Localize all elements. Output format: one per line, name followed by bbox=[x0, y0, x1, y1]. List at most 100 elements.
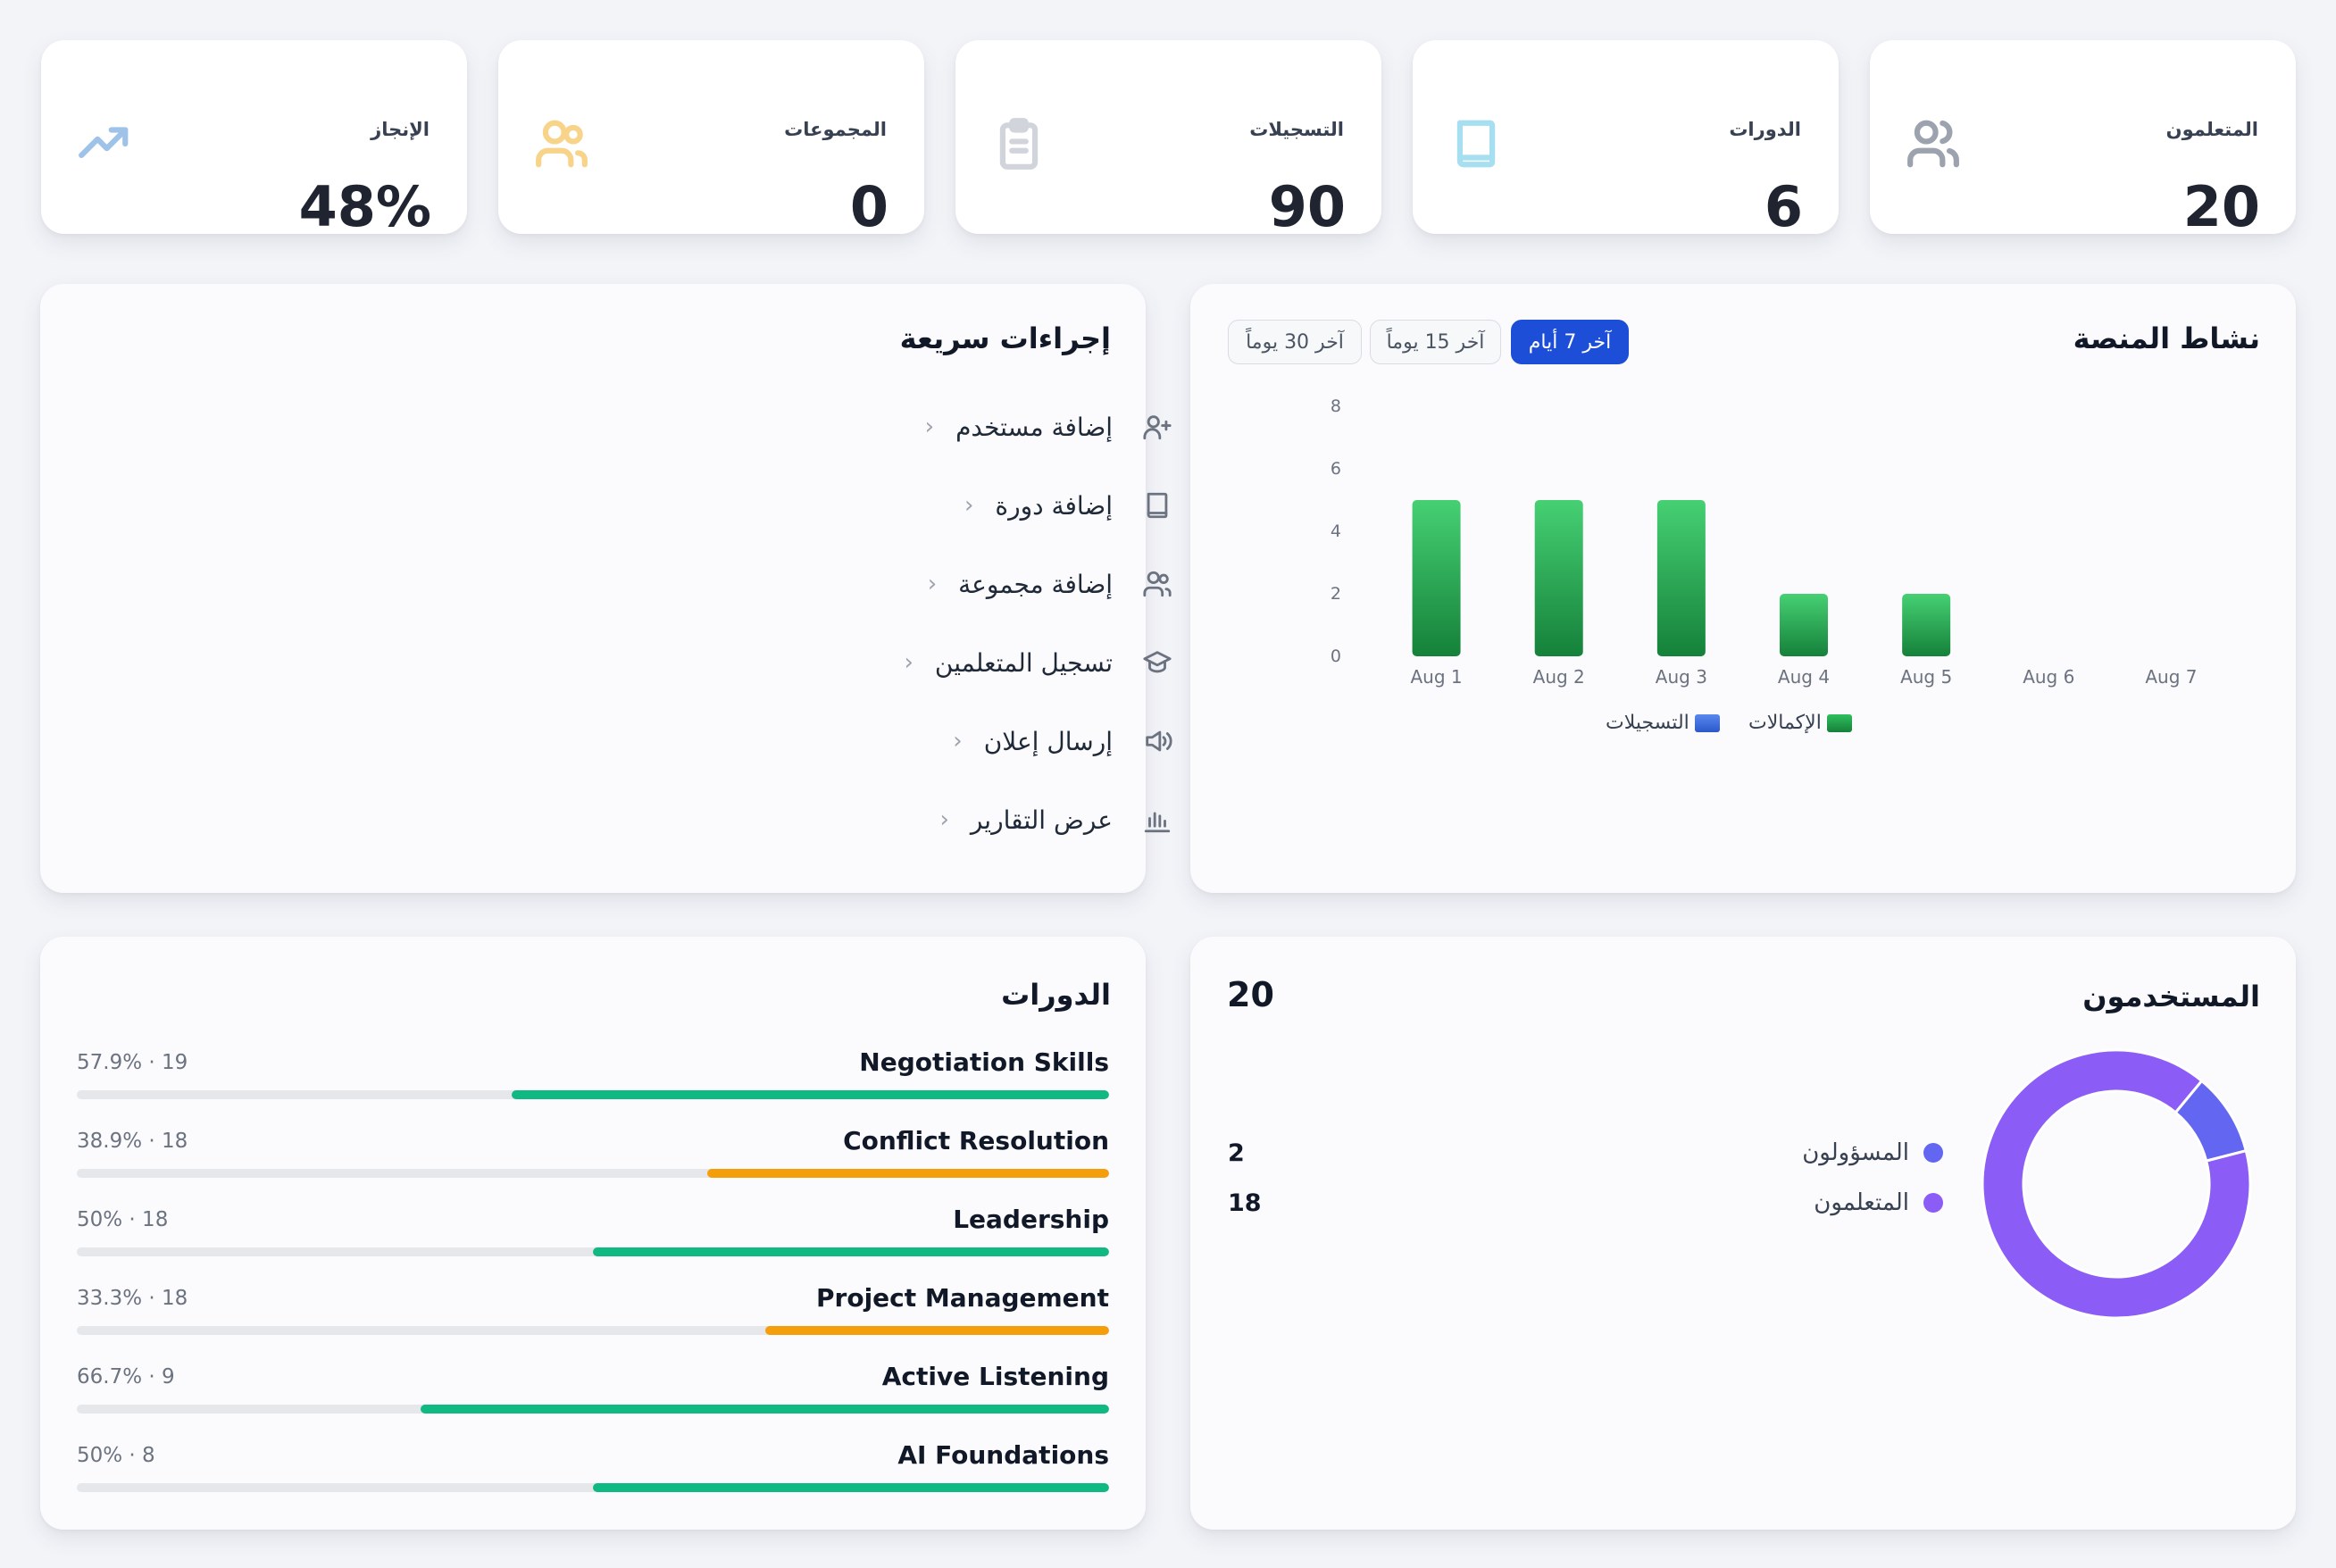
course-row[interactable]: Project Management 33.3% · 18 bbox=[77, 1283, 1109, 1355]
quick-action-label: تسجيل المتعلمين bbox=[934, 647, 1113, 678]
stat-label: المجموعات bbox=[784, 119, 887, 140]
y-tick-label: 4 bbox=[1331, 521, 1341, 541]
course-name: Conflict Resolution bbox=[843, 1126, 1109, 1155]
quick-action-add-group[interactable]: إضافة مجموعة ‹ bbox=[928, 557, 1175, 611]
activity-title: نشاط المنصة bbox=[2073, 321, 2260, 355]
donut-segment[interactable] bbox=[1981, 1048, 2252, 1320]
x-tick-label: Aug 6 bbox=[2023, 666, 2074, 688]
chevron-left-icon: ‹ bbox=[924, 413, 935, 440]
stat-card-courses: الدورات 6 bbox=[1413, 40, 1839, 239]
course-row[interactable]: Active Listening 66.7% · 9 bbox=[77, 1362, 1109, 1433]
course-meta: 57.9% · 19 bbox=[77, 1051, 188, 1074]
quick-actions-title: إجراءات سريعة bbox=[899, 321, 1111, 355]
stat-value: 0 bbox=[849, 174, 889, 239]
course-meta: 50% · 18 bbox=[77, 1208, 169, 1231]
chevron-left-icon: ‹ bbox=[964, 492, 974, 519]
progress-fill bbox=[593, 1247, 1109, 1256]
stat-card-completion: الإنجاز 48% bbox=[41, 40, 467, 239]
users-total: 20 bbox=[1227, 975, 1274, 1014]
quick-action-label: إضافة مستخدم bbox=[955, 412, 1113, 442]
quick-action-add-user[interactable]: إضافة مستخدم ‹ bbox=[925, 400, 1175, 454]
bar-completions[interactable] bbox=[1412, 500, 1461, 656]
progress-fill bbox=[593, 1483, 1109, 1492]
course-meta: 66.7% · 9 bbox=[77, 1365, 175, 1389]
course-meta: 33.3% · 18 bbox=[77, 1287, 188, 1310]
chevron-left-icon: ‹ bbox=[939, 806, 949, 833]
trending-up-icon bbox=[77, 116, 132, 171]
y-tick-label: 2 bbox=[1331, 584, 1341, 604]
chevron-left-icon: ‹ bbox=[953, 728, 963, 755]
chevron-left-icon: ‹ bbox=[904, 649, 914, 676]
legend-completions: الإكمالات bbox=[1748, 712, 1852, 734]
quick-actions-card bbox=[40, 284, 1146, 893]
users-icon bbox=[1906, 116, 1961, 171]
users-count-admins: 2 bbox=[1228, 1139, 1245, 1167]
stat-label: التسجيلات bbox=[1249, 119, 1344, 140]
course-row[interactable]: Leadership 50% · 18 bbox=[77, 1205, 1109, 1276]
course-row[interactable]: Conflict Resolution 38.9% · 18 bbox=[77, 1126, 1109, 1197]
progress-track bbox=[77, 1247, 1109, 1256]
activity-card bbox=[1190, 284, 2296, 893]
course-name: Active Listening bbox=[881, 1362, 1109, 1391]
legend-label: المتعلمون bbox=[1814, 1189, 1909, 1216]
course-row[interactable]: AI Foundations 50% · 8 bbox=[77, 1440, 1109, 1512]
stat-value: 90 bbox=[1268, 174, 1346, 239]
bar-completions[interactable] bbox=[1902, 594, 1951, 656]
range-30-days-button[interactable]: آخر 30 يوماً bbox=[1228, 320, 1362, 364]
course-name: Negotiation Skills bbox=[859, 1047, 1109, 1077]
bar-completions[interactable] bbox=[1534, 500, 1583, 656]
courses-card bbox=[40, 937, 1146, 1530]
users-legend-learners: المتعلمون bbox=[1814, 1189, 1943, 1216]
x-tick-label: Aug 4 bbox=[1778, 666, 1830, 688]
stat-label: الإنجاز bbox=[371, 119, 430, 140]
course-row[interactable]: Negotiation Skills 57.9% · 19 bbox=[77, 1047, 1109, 1119]
bar-completions[interactable] bbox=[1656, 500, 1706, 656]
range-15-days-button[interactable]: آخر 15 يوماً bbox=[1370, 320, 1501, 364]
quick-action-add-course[interactable]: إضافة دورة ‹ bbox=[964, 479, 1175, 532]
course-meta: 50% · 8 bbox=[77, 1444, 155, 1467]
quick-action-enroll-learners[interactable]: تسجيل المتعلمين ‹ bbox=[905, 636, 1175, 689]
graduation-cap-icon bbox=[1139, 645, 1175, 680]
x-tick-label: Aug 5 bbox=[1900, 666, 1952, 688]
quick-action-label: عرض التقارير bbox=[970, 805, 1113, 835]
legend-swatch bbox=[1694, 713, 1720, 732]
activity-bar-chart: 0 2 4 6 8 Aug 1 Aug 2 Aug 3 Aug 4 Aug 5 Aug 6 Aug 7 bbox=[1331, 396, 2198, 688]
stat-card-enrollments: التسجيلات 90 bbox=[955, 40, 1381, 239]
x-tick-label: Aug 1 bbox=[1411, 666, 1463, 688]
bar-chart-icon bbox=[1139, 802, 1175, 838]
y-tick-label: 6 bbox=[1331, 459, 1341, 479]
bar-completions[interactable] bbox=[1780, 594, 1828, 656]
user-plus-icon bbox=[1139, 409, 1175, 445]
quick-action-send-announcement[interactable]: إرسال إعلان ‹ bbox=[953, 714, 1175, 768]
book-icon bbox=[1139, 488, 1175, 523]
legend-swatch bbox=[1826, 713, 1852, 732]
users-card bbox=[1190, 937, 2296, 1530]
progress-fill bbox=[707, 1169, 1109, 1178]
course-name: AI Foundations bbox=[897, 1440, 1109, 1470]
group-icon bbox=[534, 116, 589, 171]
x-tick-label: Aug 7 bbox=[2145, 666, 2197, 688]
progress-track bbox=[77, 1169, 1109, 1178]
legend-dot bbox=[1923, 1143, 1943, 1163]
legend-dot bbox=[1923, 1193, 1943, 1213]
legend-enrollments: التسجيلات bbox=[1606, 712, 1720, 734]
users-donut-chart bbox=[1981, 1048, 2252, 1320]
range-7-days-button[interactable]: آخر 7 أيام bbox=[1511, 320, 1629, 364]
users-count-learners: 18 bbox=[1228, 1189, 1262, 1217]
megaphone-icon bbox=[1139, 723, 1175, 759]
progress-track bbox=[77, 1483, 1109, 1492]
courses-title: الدورات bbox=[1001, 978, 1111, 1012]
quick-action-label: إضافة دورة bbox=[995, 490, 1113, 521]
progress-fill bbox=[511, 1090, 1109, 1099]
y-tick-label: 0 bbox=[1331, 646, 1341, 666]
quick-action-label: إرسال إعلان bbox=[983, 726, 1113, 756]
quick-action-label: إضافة مجموعة bbox=[958, 569, 1113, 599]
legend-label: المسؤولون bbox=[1802, 1139, 1909, 1166]
progress-fill bbox=[420, 1405, 1109, 1414]
progress-track bbox=[77, 1326, 1109, 1335]
progress-track bbox=[77, 1090, 1109, 1099]
stat-value: 6 bbox=[1764, 174, 1803, 239]
course-name: Leadership bbox=[953, 1205, 1109, 1234]
quick-action-view-reports[interactable]: عرض التقارير ‹ bbox=[939, 793, 1175, 847]
x-tick-label: Aug 2 bbox=[1533, 666, 1585, 688]
